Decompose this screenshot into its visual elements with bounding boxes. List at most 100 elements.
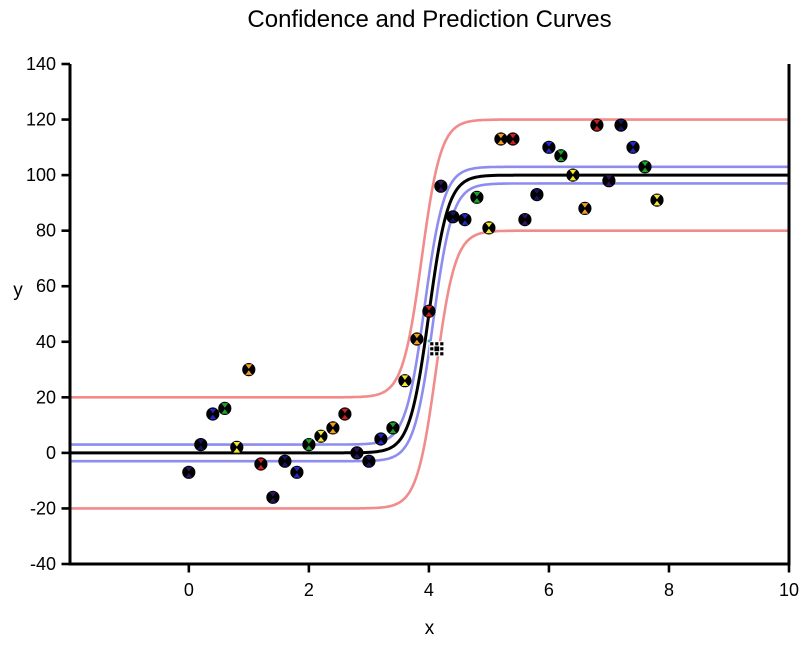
data-point[interactable] — [518, 213, 532, 227]
data-point[interactable] — [446, 210, 460, 224]
data-point[interactable] — [590, 118, 604, 132]
confidence-band-upper[interactable] — [68, 165, 791, 446]
x-tick-label: 2 — [304, 580, 314, 600]
data-point[interactable] — [494, 132, 508, 146]
data-point[interactable] — [650, 193, 664, 207]
y-axis-label: y — [13, 280, 23, 301]
data-point-glyph — [341, 408, 349, 420]
data-point[interactable] — [374, 432, 388, 446]
data-point-circle — [638, 160, 652, 174]
data-point[interactable] — [578, 201, 592, 215]
prediction-band-lower[interactable] — [68, 229, 791, 510]
data-point[interactable] — [206, 407, 220, 421]
data-point-circle — [530, 188, 544, 202]
data-point-circle — [338, 407, 352, 421]
x-tick-label: 8 — [664, 580, 674, 600]
data-point-circle — [218, 401, 232, 415]
data-point-glyph — [365, 455, 373, 467]
data-point[interactable] — [314, 429, 328, 443]
data-point[interactable] — [506, 132, 520, 146]
data-point[interactable] — [350, 446, 364, 460]
data-point[interactable] — [554, 149, 568, 163]
cursor-square — [430, 347, 434, 351]
data-point-circle — [446, 210, 460, 224]
data-point[interactable] — [254, 457, 268, 471]
data-point[interactable] — [566, 168, 580, 182]
cursor-square — [440, 342, 444, 346]
data-point-circle — [326, 421, 340, 435]
cursor-square — [435, 342, 439, 346]
data-point-circle — [518, 213, 532, 227]
y-tick-label: -40 — [30, 554, 56, 574]
data-point[interactable] — [230, 440, 244, 454]
data-point-circle — [302, 438, 316, 452]
data-point[interactable] — [638, 160, 652, 174]
data-point-glyph — [473, 192, 481, 203]
data-point[interactable] — [266, 490, 280, 504]
x-tick-label: 0 — [184, 580, 194, 600]
data-point-glyph — [461, 214, 469, 225]
data-point-circle — [242, 363, 256, 377]
data-point-circle — [314, 429, 328, 443]
data-point-circle — [374, 432, 388, 446]
prediction-band-upper[interactable] — [68, 118, 791, 399]
data-point-glyph — [197, 439, 205, 450]
data-point[interactable] — [290, 465, 304, 479]
data-point-glyph — [353, 447, 361, 459]
data-point[interactable] — [530, 188, 544, 202]
data-point[interactable] — [326, 421, 340, 435]
data-point-glyph — [257, 458, 265, 470]
data-point[interactable] — [422, 304, 436, 318]
mouse-cursor-icon — [427, 339, 445, 357]
cursor-square — [430, 352, 434, 356]
data-point[interactable] — [410, 332, 424, 346]
data-point-circle — [542, 140, 556, 154]
data-point[interactable] — [218, 401, 232, 415]
chart-title: Confidence and Prediction Curves — [247, 6, 612, 33]
data-point-circle — [614, 118, 628, 132]
data-point-circle — [194, 438, 208, 452]
data-point[interactable] — [362, 454, 376, 468]
data-point-circle — [650, 193, 664, 207]
data-point[interactable] — [398, 374, 412, 388]
data-point[interactable] — [194, 438, 208, 452]
data-point[interactable] — [302, 438, 316, 452]
data-point-glyph — [317, 430, 325, 442]
y-tick-label: -20 — [30, 498, 56, 518]
data-point[interactable] — [470, 190, 484, 204]
data-point-glyph — [569, 169, 577, 181]
x-axis-label: x — [424, 618, 435, 639]
data-point[interactable] — [434, 179, 448, 193]
data-point[interactable] — [278, 454, 292, 468]
data-point[interactable] — [602, 174, 616, 188]
data-point-glyph — [281, 455, 289, 467]
data-point[interactable] — [458, 213, 472, 227]
cursor-center-square — [434, 346, 440, 352]
data-point-glyph — [377, 433, 385, 445]
data-point[interactable] — [614, 118, 628, 132]
data-point-circle — [410, 332, 424, 346]
data-point-glyph — [593, 119, 601, 131]
data-point[interactable] — [542, 140, 556, 154]
data-point-glyph — [401, 375, 409, 386]
data-point-glyph — [245, 364, 253, 375]
y-tick-label: 80 — [36, 221, 56, 241]
data-point-circle — [266, 490, 280, 504]
data-point-circle — [458, 213, 472, 227]
data-point-circle — [422, 304, 436, 318]
data-point-circle — [554, 149, 568, 163]
data-point-circle — [578, 201, 592, 215]
data-point-circle — [206, 407, 220, 421]
data-point-circle — [290, 465, 304, 479]
data-point[interactable] — [242, 363, 256, 377]
y-tick-label: 100 — [26, 165, 56, 185]
x-tick-label: 10 — [779, 580, 799, 600]
data-point[interactable] — [182, 465, 196, 479]
data-point-circle — [434, 179, 448, 193]
data-point[interactable] — [482, 221, 496, 235]
data-point-circle — [602, 174, 616, 188]
data-point[interactable] — [338, 407, 352, 421]
data-point[interactable] — [626, 140, 640, 154]
data-point[interactable] — [386, 421, 400, 435]
